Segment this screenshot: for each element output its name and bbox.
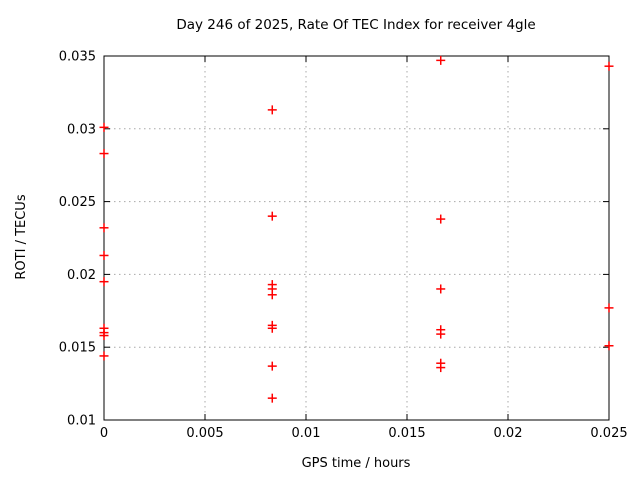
chart-title: Day 246 of 2025, Rate Of TEC Index for r… bbox=[176, 17, 535, 33]
x-tick-label: 0.005 bbox=[186, 426, 223, 441]
y-axis-label: ROTI / TECUs bbox=[14, 194, 29, 279]
y-tick-label: 0.035 bbox=[59, 50, 96, 65]
y-tick-label: 0.015 bbox=[59, 341, 96, 356]
y-tick-label: 0.02 bbox=[67, 268, 96, 283]
x-tick-label: 0 bbox=[100, 426, 108, 441]
x-tick-label: 0.025 bbox=[590, 426, 627, 441]
plot-area: 0 0.005 0.01 0.015 0.02 0.025 0.01 0.015 0.02 0.0… bbox=[59, 50, 628, 442]
y-tick-label: 0.025 bbox=[59, 195, 96, 210]
x-tick-label: 0.01 bbox=[292, 426, 321, 441]
y-tick-label: 0.01 bbox=[67, 414, 96, 429]
plot-border bbox=[103, 55, 610, 421]
y-tick-label: 0.03 bbox=[67, 122, 96, 137]
x-axis-label: GPS time / hours bbox=[302, 456, 411, 471]
x-tick-label: 0.015 bbox=[388, 426, 425, 441]
x-tick-label: 0.02 bbox=[494, 426, 523, 441]
